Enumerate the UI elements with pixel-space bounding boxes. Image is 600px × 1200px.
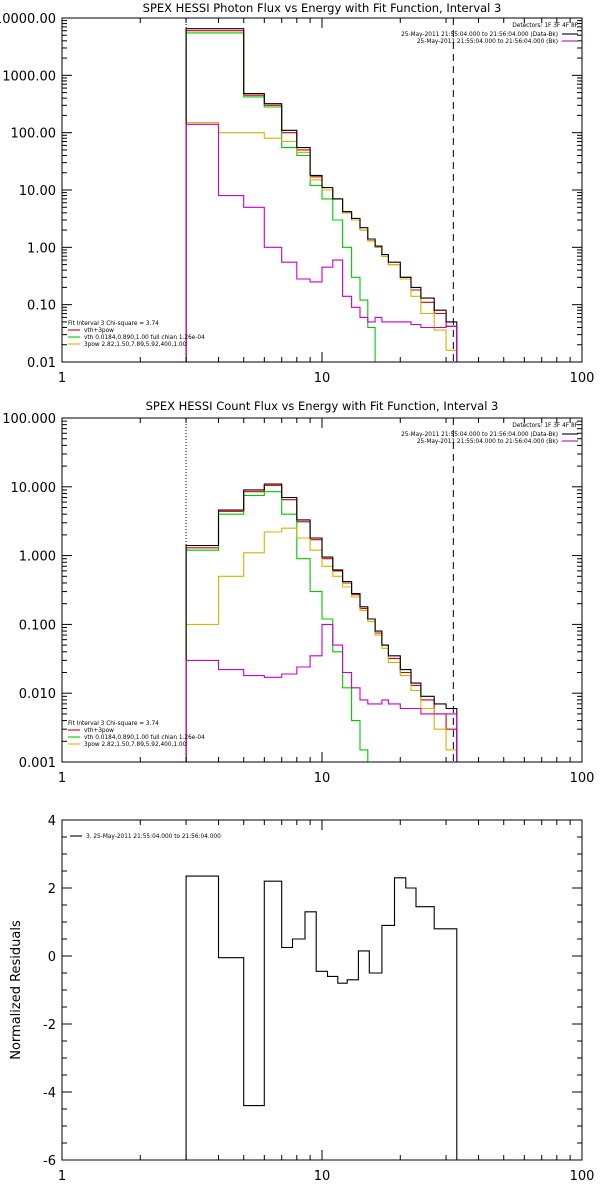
x-tick-label: 10	[314, 371, 331, 386]
y-tick-label: 0.010	[19, 687, 56, 702]
legend-entry-label: vth+3pow	[84, 728, 114, 734]
series-vth	[185, 491, 369, 762]
x-tick-label: 1	[58, 771, 66, 786]
y-tick-label: 0.100	[19, 618, 56, 633]
y-tick-label: 0.10	[27, 299, 56, 314]
legend-entry-label: 25-May-2011 21:55:04.000 to 21:56:04.000…	[417, 439, 558, 445]
y-tick-label: -4	[43, 1086, 56, 1101]
plot-frame	[61, 417, 583, 763]
y-tick-label: 100.000	[2, 412, 56, 427]
y-tick-label: -6	[43, 1154, 56, 1169]
y-tick-label: 1.000	[19, 550, 56, 565]
legend-entry-label: 25-May-2011 21:55:04.000 to 21:56:04.000…	[417, 39, 558, 45]
series-data-bk	[185, 483, 458, 762]
legend-entry-label: vth 0.0184,0.890,1.00 full chian 1.26e-0…	[84, 735, 205, 741]
chart-title: SPEX HESSI Count Flux vs Energy with Fit…	[146, 399, 499, 413]
x-tick-label: 10	[314, 1169, 331, 1184]
legend-header: Detectors: 1F 3F 4F 8F	[512, 423, 578, 429]
panel-1: SPEX HESSI Photon Flux vs Energy with Fi…	[0, 1, 595, 386]
legend-entry-label: 3pow 2.82,1.50,7.89,5.92,400,1.00	[84, 742, 187, 748]
y-tick-label: 10.00	[19, 184, 56, 199]
x-tick-label: 100	[570, 771, 595, 786]
legend-entry-label: 3. 25-May-2011 21:55:04.000 to 21:56:04.…	[86, 834, 221, 840]
y-tick-label: 10.000	[11, 481, 57, 496]
legend-header: Detectors: 1F 3F 4F 8F	[512, 23, 578, 29]
panel-2: SPEX HESSI Count Flux vs Energy with Fit…	[2, 399, 595, 786]
legend-entry-label: vth 0.0184,0.890,1.00 full chian 1.26e-0…	[84, 335, 205, 341]
y-tick-label: -2	[43, 1018, 56, 1033]
x-tick-label: 100	[570, 1169, 595, 1184]
y-tick-label: 1000.00	[2, 69, 56, 84]
legend-entry-label: 25-May-2011 21:55:04.000 to 21:56:04.000…	[401, 32, 558, 38]
legend-entry-label: 25-May-2011 21:55:04.000 to 21:56:04.000…	[401, 432, 558, 438]
chart-title: SPEX HESSI Photon Flux vs Energy with Fi…	[143, 1, 502, 15]
panel-3: 1 10 100 4 2 0 -2 -4 -6 Normalized Residuals 3. 25…	[9, 814, 595, 1184]
series-data-bk	[185, 28, 458, 362]
y-axis-label: Normalized Residuals	[9, 920, 24, 1060]
series-vth-3pow	[185, 484, 458, 762]
fit-legend-header: Fit Interval 3 Chi-square = 3.74	[68, 721, 159, 727]
y-tick-label: 0	[48, 950, 56, 965]
series-bk	[185, 123, 458, 362]
fit-legend-header: Fit Interval 3 Chi-square = 3.74	[68, 321, 159, 327]
x-tick-label: 1	[58, 371, 66, 386]
y-tick-label: 4	[48, 814, 56, 829]
series-3pow	[185, 527, 458, 762]
x-tick-label: 100	[570, 371, 595, 386]
series-vth-3pow	[185, 30, 458, 362]
y-tick-label: 0.01	[27, 356, 56, 371]
y-tick-label: 10000.00	[0, 12, 56, 27]
y-tick-label: 1.00	[27, 241, 56, 256]
legend-entry-label: 3pow 2.82,1.50,7.89,5.92,400,1.00	[84, 342, 187, 348]
series-residuals	[185, 875, 458, 1160]
x-tick-label: 1	[58, 1169, 66, 1184]
y-tick-label: 0.001	[19, 756, 56, 771]
x-tick-label: 10	[314, 771, 331, 786]
series-bk	[185, 623, 458, 762]
plot-frame	[61, 819, 583, 1161]
series-3pow	[185, 122, 458, 362]
y-tick-label: 100.00	[11, 127, 57, 142]
series-vth	[185, 32, 376, 362]
y-tick-label: 2	[48, 882, 56, 897]
legend-entry-label: vth+3pow	[84, 328, 114, 334]
